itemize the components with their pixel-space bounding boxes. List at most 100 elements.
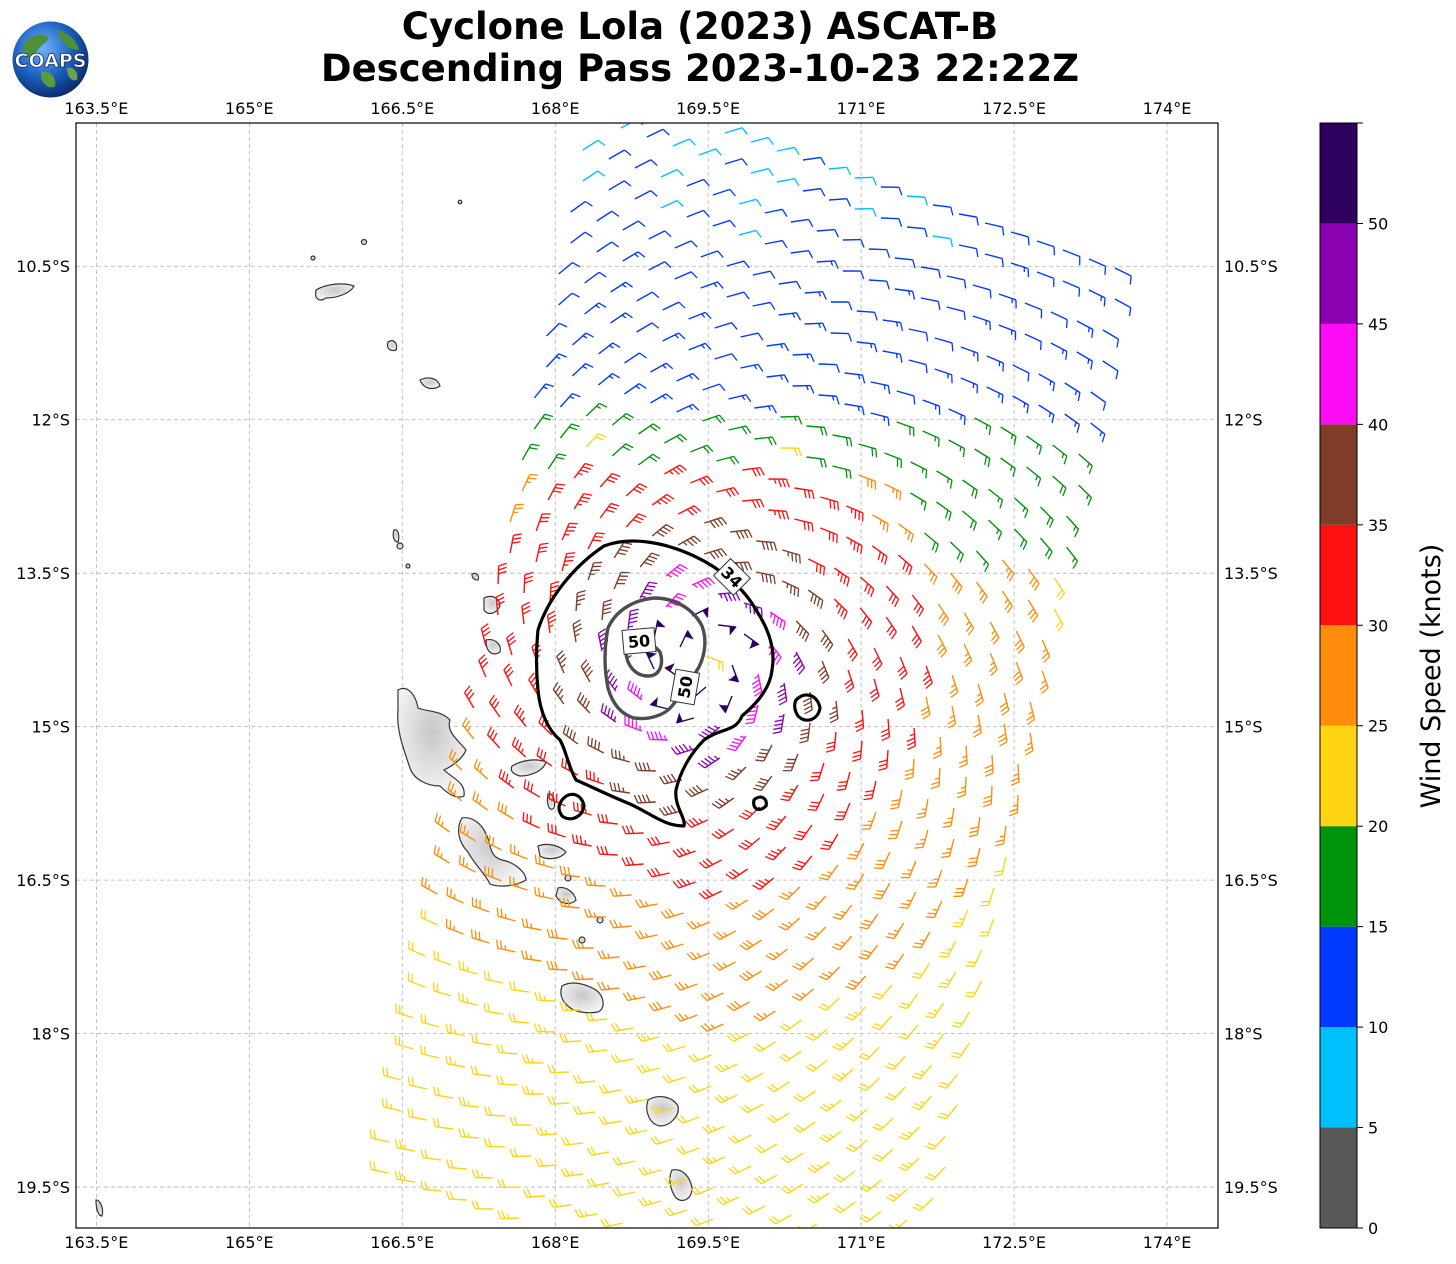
wind-barb xyxy=(880,186,903,196)
wind-barb xyxy=(1076,320,1094,338)
wind-barb xyxy=(852,740,863,762)
wind-barb xyxy=(726,735,747,752)
colorbar-band xyxy=(1320,524,1357,626)
wind-barb xyxy=(958,745,968,769)
wind-barb xyxy=(560,1167,584,1177)
wind-barb xyxy=(432,982,452,997)
wind-barb xyxy=(496,907,516,922)
wind-barb xyxy=(975,550,990,573)
wind-barb xyxy=(718,695,733,714)
wind-barb xyxy=(885,1188,908,1202)
wind-barb xyxy=(805,926,827,941)
wind-barb xyxy=(522,812,540,829)
wind-barb xyxy=(447,781,463,802)
wind-barb xyxy=(558,292,580,306)
wind-barb xyxy=(420,1013,440,1028)
wind-barb xyxy=(782,753,799,772)
wind-barb xyxy=(572,619,583,643)
wind-barb xyxy=(884,483,902,501)
map-frame xyxy=(75,122,1219,1229)
wind-barb xyxy=(934,337,954,352)
wind-barb xyxy=(1053,577,1066,601)
wind-barb xyxy=(684,785,709,798)
wind-barb xyxy=(600,1218,624,1228)
wind-barb xyxy=(609,887,632,897)
wind-barb xyxy=(637,453,661,466)
wind-barb xyxy=(395,1139,416,1152)
wind-barb xyxy=(847,842,865,860)
wind-barb xyxy=(521,950,542,962)
wind-barb xyxy=(938,940,957,958)
wind-barb xyxy=(690,1217,714,1227)
wind-barb xyxy=(1114,267,1132,285)
wind-barb xyxy=(714,322,738,330)
wind-barb xyxy=(871,984,893,1000)
wind-barb xyxy=(534,854,554,869)
wind-barb xyxy=(420,1180,442,1192)
wind-barb xyxy=(830,332,853,342)
wind-barb xyxy=(807,1161,830,1173)
wind-barb xyxy=(674,240,698,249)
wind-barb xyxy=(599,502,620,519)
wind-barb xyxy=(702,414,726,424)
wind-barb xyxy=(497,562,508,585)
wind-barb xyxy=(634,762,656,772)
wind-barb xyxy=(858,1046,880,1061)
wind-barb xyxy=(1038,404,1055,424)
contour-34kt-small-3 xyxy=(557,792,586,821)
wind-barb xyxy=(1010,231,1030,246)
wind-barb xyxy=(725,868,749,880)
wind-barb xyxy=(792,855,813,871)
logo-text: COAPS xyxy=(15,50,87,72)
island-small-6 xyxy=(578,936,586,944)
wind-barb xyxy=(585,769,604,785)
wind-barb xyxy=(820,833,839,851)
wind-barb xyxy=(958,213,979,226)
wind-barb xyxy=(756,571,776,585)
wind-barb xyxy=(1062,249,1081,266)
title-line-1: Cyclone Lola (2023) ASCAT-B xyxy=(401,5,999,48)
colorbar-tick-label: 30 xyxy=(1368,616,1388,635)
wind-barb xyxy=(768,1214,792,1225)
wind-barb xyxy=(609,919,632,929)
wind-barb xyxy=(521,443,540,461)
wind-barb xyxy=(674,1012,698,1022)
coaps-logo: COAPS xyxy=(11,20,90,99)
lat-label-right: 13.5°S xyxy=(1224,564,1278,583)
wind-barb xyxy=(949,674,959,698)
wind-barb xyxy=(885,922,905,940)
wind-barb xyxy=(972,284,992,299)
wind-barb xyxy=(984,253,1004,268)
wind-barb xyxy=(586,1177,610,1187)
wind-barb xyxy=(834,802,851,821)
wind-barb xyxy=(533,1023,556,1033)
wind-barb xyxy=(728,1165,752,1175)
wind-barb xyxy=(795,1223,818,1228)
lat-label-right: 19.5°S xyxy=(1224,1178,1278,1197)
wind-barb xyxy=(916,798,929,819)
wind-barb xyxy=(858,443,878,458)
wind-barb xyxy=(716,486,740,497)
lon-label-bottom: 163.5°E xyxy=(64,1233,128,1252)
wind-barb xyxy=(861,811,877,830)
wind-barb xyxy=(752,775,773,792)
wind-barb xyxy=(792,957,815,971)
wind-barb xyxy=(1039,537,1053,560)
wind-barb xyxy=(764,208,788,217)
wind-barb xyxy=(716,1196,740,1206)
wind-barb xyxy=(612,1187,636,1197)
wind-barb xyxy=(382,1066,402,1081)
wind-barb xyxy=(522,1188,546,1198)
wind-barb xyxy=(535,542,549,563)
wind-barb xyxy=(547,483,566,501)
colorbar-label: Wind Speed (knots) xyxy=(1416,544,1447,809)
wind-barb xyxy=(650,1104,674,1114)
colorbar-band xyxy=(1320,424,1357,525)
wind-barb xyxy=(1012,395,1030,414)
wind-barb xyxy=(937,1104,958,1120)
wind-barb xyxy=(1050,342,1068,360)
wind-barb xyxy=(622,220,646,231)
lat-label-left: 10.5°S xyxy=(16,257,70,276)
wind-barb xyxy=(779,1019,802,1032)
wind-barb xyxy=(750,136,774,145)
